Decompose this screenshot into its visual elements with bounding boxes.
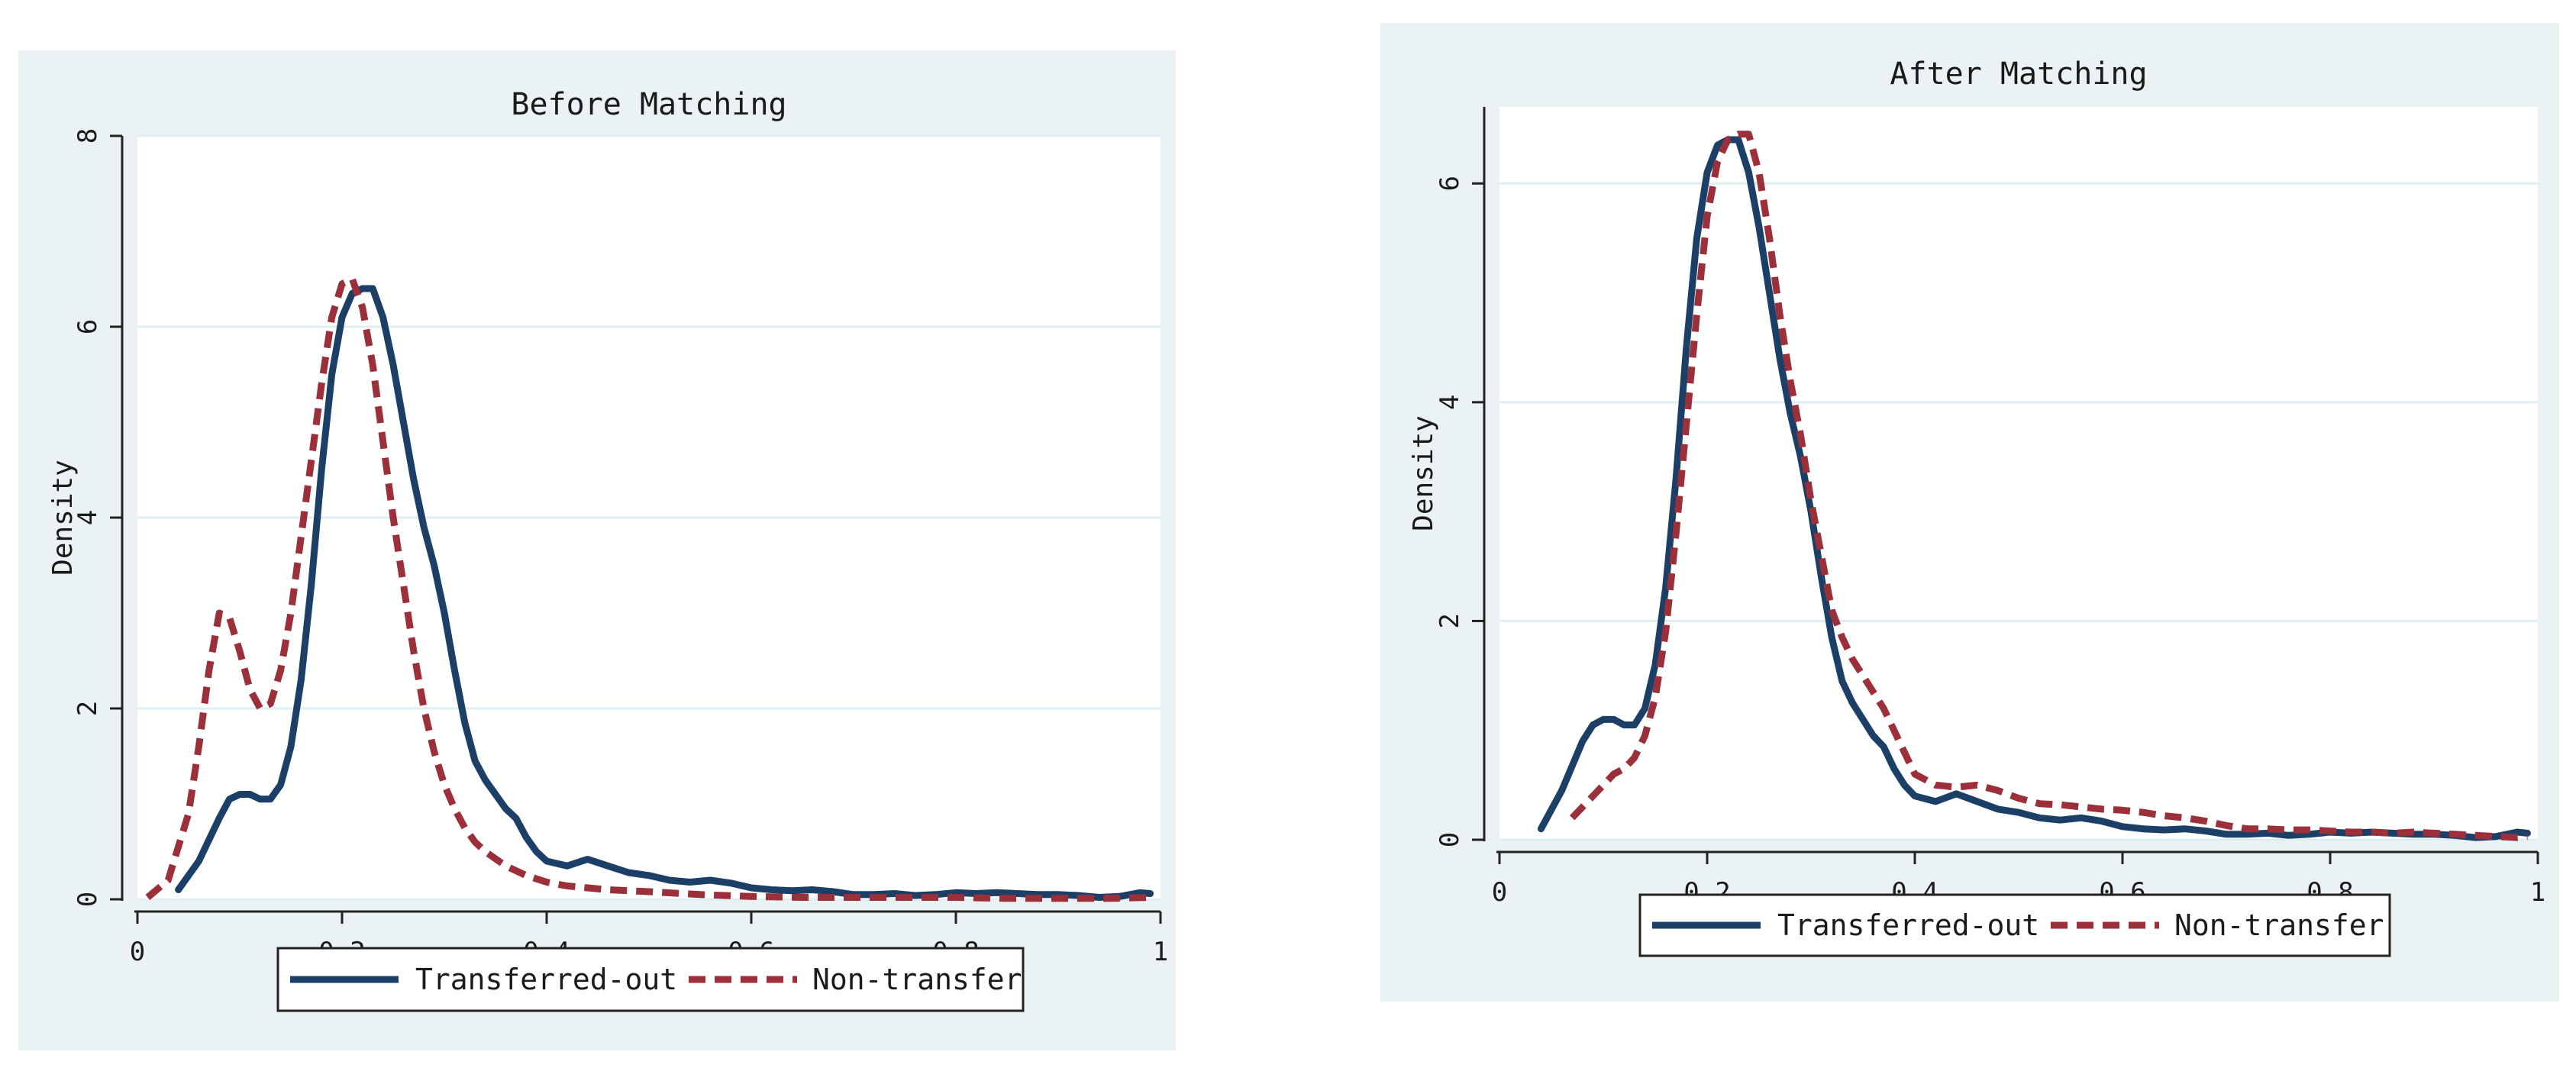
- x-tick-label: 0: [1492, 877, 1507, 908]
- y-tick-label: 4: [1435, 395, 1465, 410]
- chart-before-matching: 0246800.20.40.60.81Before MatchingDensit…: [47, 87, 1168, 1012]
- x-tick-label: 0: [130, 937, 145, 967]
- legend-label: Non-transfer: [812, 963, 1022, 996]
- y-axis-label: Density: [1408, 415, 1439, 531]
- legend-label: Transferred-out: [1777, 908, 2039, 942]
- y-tick-label: 0: [73, 892, 103, 907]
- chart-title: After Matching: [1890, 56, 2147, 92]
- series-line-non-transfer: [145, 276, 1151, 902]
- y-tick-label: 8: [73, 128, 103, 144]
- y-tick-label: 2: [1435, 613, 1465, 628]
- legend-label: Non-transfer: [2174, 908, 2384, 942]
- series-line-non-transfer: [1569, 131, 2528, 841]
- y-tick-label: 2: [73, 701, 103, 716]
- x-tick-label: 1: [2530, 877, 2545, 908]
- series-line-transferred-out: [175, 285, 1154, 901]
- chart-panel-before-matching: 0246800.20.40.60.81Before MatchingDensit…: [18, 50, 1176, 1050]
- legend-box: [1638, 893, 2391, 957]
- y-tick-label: 6: [73, 319, 103, 334]
- y-tick-label: 6: [1435, 176, 1465, 191]
- y-tick-label: 4: [73, 510, 103, 525]
- legend-label: Transferred-out: [415, 963, 677, 996]
- chart-panel-after-matching: 0 2 4 6 0 0.2 0.4 0.6 0.8 1 After Matching Density T…: [1380, 23, 2559, 1002]
- y-tick-label: 0: [1435, 832, 1465, 847]
- x-tick-label: 1: [1153, 937, 1168, 967]
- series-line-transferred-out: [1537, 136, 2531, 841]
- legend-box: [276, 947, 1025, 1012]
- chart-title: Before Matching: [511, 87, 786, 122]
- y-axis-label: Density: [47, 460, 79, 576]
- plot-area: [1499, 107, 2538, 840]
